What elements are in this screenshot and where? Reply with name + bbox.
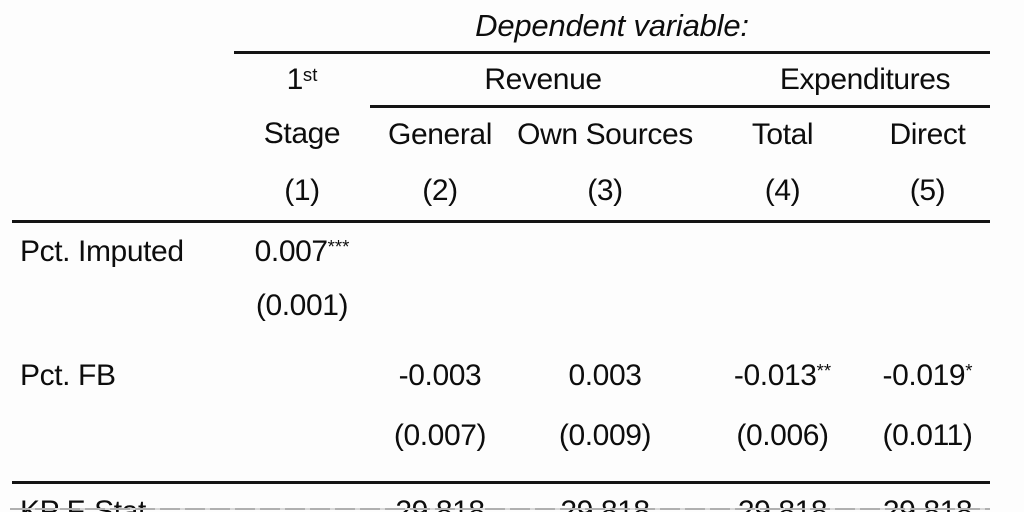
kp-fstat-col4: 29.818	[700, 481, 865, 512]
group-header-row: 1st Revenue Expenditures	[12, 51, 990, 108]
empty-cell	[12, 411, 234, 483]
first-stage-header-cell: 1st	[234, 51, 370, 107]
bottom-cutoff-rule	[10, 508, 990, 510]
group-header-expenditures: Expenditures	[700, 51, 990, 108]
col-number-2: (2)	[422, 174, 458, 207]
col-header-stage: Stage	[263, 117, 341, 151]
kp-fstat-col5: 29.818	[865, 481, 990, 512]
coef-value: -0.013	[733, 359, 817, 392]
significance-stars: *	[965, 359, 973, 381]
col-header-general: General	[388, 118, 492, 151]
coef-value: 0.007	[254, 235, 328, 268]
spacer-cell	[12, 53, 234, 107]
empty-cell	[700, 281, 865, 349]
coef-pct-fb-col4: -0.013**	[700, 349, 865, 411]
dependent-variable-label: Dependent variable:	[475, 7, 749, 43]
empty-cell	[234, 411, 370, 483]
coef-value: 0.003	[568, 359, 642, 392]
coef-pct-fb-col3: 0.003	[510, 349, 700, 411]
col-number-1: (1)	[284, 174, 320, 207]
empty-cell	[234, 481, 370, 512]
empty-cell	[865, 281, 990, 349]
dependent-variable-cell: Dependent variable:	[234, 0, 990, 53]
se-pct-fb-col5: (0.011)	[882, 419, 973, 452]
first-stage-ordinal: st	[302, 63, 318, 85]
empty-cell	[865, 220, 990, 281]
coef-value: -0.003	[398, 359, 482, 392]
se-row-pct-fb: (0.007) (0.009) (0.006) (0.011)	[12, 411, 990, 483]
row-label-pct-fb: Pct. FB	[20, 359, 116, 392]
col-number-3: (3)	[587, 174, 623, 207]
coef-value: -0.019	[882, 359, 966, 392]
se-pct-fb-col3: (0.009)	[558, 419, 652, 452]
coef-row-pct-fb: Pct. FB -0.003 0.003 -0.013** -0.019*	[12, 349, 990, 411]
empty-cell	[12, 281, 234, 349]
spacer-cell	[12, 162, 234, 222]
empty-cell	[370, 281, 510, 349]
col-number-5: (5)	[909, 174, 946, 207]
empty-cell	[510, 220, 700, 281]
col-number-4: (4)	[764, 174, 801, 207]
row-label-pct-imputed: Pct. Imputed	[12, 220, 234, 281]
coef-pct-imputed-col1: 0.007***	[234, 220, 370, 281]
empty-cell	[700, 220, 865, 281]
coef-row-pct-imputed: Pct. Imputed 0.007***	[12, 220, 990, 281]
col-header-own-sources: Own Sources	[517, 118, 693, 151]
empty-cell	[370, 220, 510, 281]
group-header-revenue: Revenue	[370, 51, 700, 108]
coef-pct-fb-col2: -0.003	[370, 349, 510, 411]
empty-cell	[234, 349, 370, 411]
column-number-row: (1) (2) (3) (4) (5)	[12, 162, 990, 222]
spacer-cell	[12, 0, 234, 53]
empty-cell	[510, 281, 700, 349]
dependent-variable-row: Dependent variable:	[12, 0, 990, 53]
se-pct-imputed-col1: (0.001)	[255, 289, 349, 322]
kp-fstat-row: KP F-Stat 29.818 29.818 29.818 29.818	[12, 481, 990, 512]
kp-fstat-col2: 29.818	[370, 481, 510, 512]
se-pct-fb-col2: (0.007)	[393, 419, 487, 452]
significance-stars: ***	[327, 235, 350, 257]
row-label-kp-fstat: KP F-Stat	[12, 481, 234, 512]
se-row-pct-imputed: (0.001)	[12, 281, 990, 349]
coef-pct-fb-col5: -0.019*	[865, 349, 990, 411]
first-stage-digit: 1	[286, 63, 304, 97]
regression-table: Dependent variable: 1st Revenue Expendit…	[12, 0, 990, 512]
se-pct-fb-col4: (0.006)	[736, 419, 829, 452]
col-header-direct: Direct	[889, 118, 966, 151]
significance-stars: **	[816, 359, 832, 381]
spacer-cell	[12, 107, 234, 163]
column-header-row: Stage General Own Sources Total Direct	[12, 107, 990, 163]
kp-fstat-col3: 29.818	[510, 481, 700, 512]
col-header-total: Total	[751, 118, 814, 151]
